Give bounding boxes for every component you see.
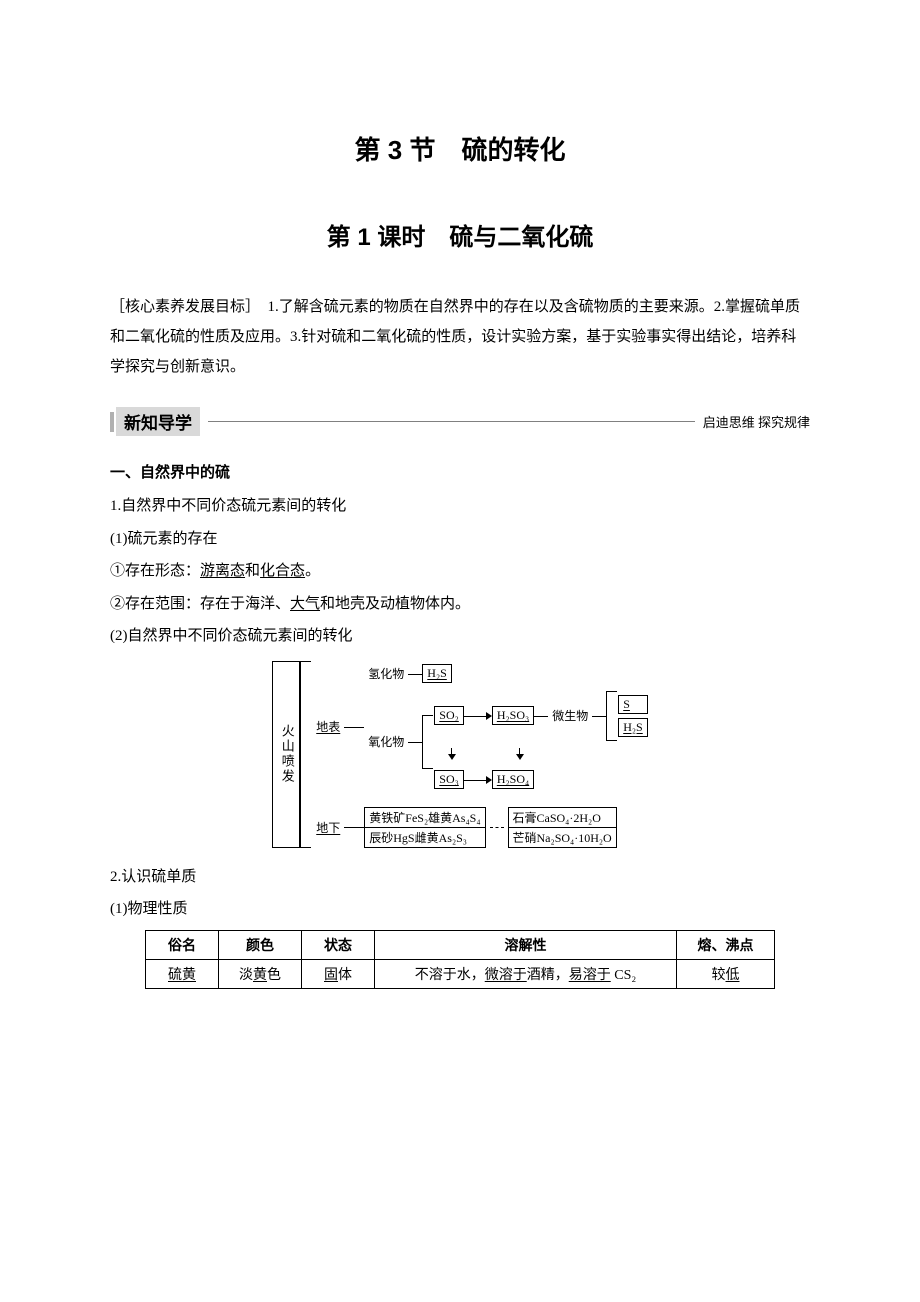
connector <box>344 826 364 828</box>
th-color: 颜色 <box>219 930 302 959</box>
dashed-connector <box>490 826 504 828</box>
th-mp-bp: 熔、沸点 <box>677 930 775 959</box>
text: 较 <box>712 968 726 983</box>
label-surface: 地表 <box>312 718 344 735</box>
text: ②存在范围：存在于海洋、 <box>110 596 290 612</box>
bar-line <box>208 421 695 422</box>
box-gypsum: 石膏CaSO₄·2H₂O <box>508 807 617 827</box>
text: 。 <box>305 563 320 579</box>
text: 体 <box>338 968 352 983</box>
text: 不溶于水， <box>415 968 485 983</box>
left-bracket <box>300 661 312 848</box>
blank-yellow: 黄 <box>253 968 267 983</box>
label-underground: 地下 <box>312 819 344 836</box>
connector <box>408 673 422 675</box>
section-title: 第 3 节 硫的转化 <box>110 130 810 167</box>
table-row: 硫黄 淡黄色 固体 不溶于水，微溶于酒精，易溶于 CS₂ 较低 <box>146 959 775 988</box>
text: ①存在形态： <box>110 563 200 579</box>
blank-low: 低 <box>726 968 740 983</box>
text: 和 <box>245 563 260 579</box>
cell-name: 硫黄 <box>146 959 219 988</box>
box-so3: SO₃ <box>434 770 464 789</box>
bar-tick <box>110 412 114 432</box>
conversion-diagram: 火山喷发 地表 氢化物 H₂S <box>110 661 810 848</box>
text: 酒精， <box>527 968 569 983</box>
bar-label: 新知导学 <box>116 407 200 436</box>
blank-slightly: 微溶于 <box>485 968 527 983</box>
label-microbe: 微生物 <box>548 707 592 724</box>
blank-combined: 化合态 <box>260 563 305 579</box>
text: 和地壳及动植物体内。 <box>320 596 470 612</box>
cell-color: 淡黄色 <box>219 959 302 988</box>
item-1-1: (1)硫元素的存在 <box>110 525 810 554</box>
text: 色 <box>267 968 281 983</box>
lesson-title: 第 1 课时 硫与二氧化硫 <box>110 217 810 252</box>
blank-easily: 易溶于 <box>569 968 611 983</box>
item-range: ②存在范围：存在于海洋、大气和地壳及动植物体内。 <box>110 590 810 619</box>
right-bracket-l <box>606 691 618 741</box>
label-oxide: 氧化物 <box>364 733 408 750</box>
connector <box>344 726 364 728</box>
heading-1: 一、自然界中的硫 <box>110 461 810 482</box>
item-2-1: (1)物理性质 <box>110 895 810 924</box>
item-form: ①存在形态：游离态和化合态。 <box>110 557 810 586</box>
section-divider: 新知导学 启迪思维 探究规律 <box>110 407 810 436</box>
connector <box>592 715 606 717</box>
th-name: 俗名 <box>146 930 219 959</box>
cell-solubility: 不溶于水，微溶于酒精，易溶于 CS₂ <box>375 959 677 988</box>
box-minerals-2: 辰砂HgS雌黄As₂S₃ <box>364 827 485 848</box>
item-1-2: (2)自然界中不同价态硫元素间的转化 <box>110 622 810 651</box>
connector <box>534 715 548 717</box>
box-h2s: H₂S <box>422 664 452 683</box>
box-so2: SO₂ <box>434 706 464 725</box>
blank-atmosphere: 大气 <box>290 596 320 612</box>
volcano-box: 火山喷发 <box>272 661 300 848</box>
table-header-row: 俗名 颜色 状态 溶解性 熔、沸点 <box>146 930 775 959</box>
box-mirabilite: 芒硝Na₂SO₄·10H₂O <box>508 827 617 848</box>
text: CS₂ <box>611 968 637 983</box>
blank-free: 游离态 <box>200 563 245 579</box>
arrow-right-icon <box>464 776 492 784</box>
box-minerals-1: 黄铁矿FeS₂雄黄As₄S₄ <box>364 807 485 827</box>
physical-properties-table: 俗名 颜色 状态 溶解性 熔、沸点 硫黄 淡黄色 固体 不溶于水，微溶于酒精，易… <box>145 930 775 989</box>
arrow-down-icon <box>448 748 456 760</box>
th-solubility: 溶解性 <box>375 930 677 959</box>
cell-state: 固体 <box>302 959 375 988</box>
box-h2s-r: H₂S <box>618 718 648 737</box>
text: 淡 <box>239 968 253 983</box>
volcano-text: 火山喷发 <box>278 724 295 784</box>
blank-solid: 固 <box>324 968 338 983</box>
blank-sulfur-name: 硫黄 <box>168 968 196 983</box>
th-state: 状态 <box>302 930 375 959</box>
cell-mp-bp: 较低 <box>677 959 775 988</box>
bar-tail: 启迪思维 探究规律 <box>703 412 810 431</box>
item-2: 2.认识硫单质 <box>110 863 810 892</box>
objectives-text: ［核心素养发展目标］ 1.了解含硫元素的物质在自然界中的存在以及含硫物质的主要来… <box>110 292 810 382</box>
label-hydride: 氢化物 <box>364 665 408 682</box>
arrow-right-icon <box>464 712 492 720</box>
arrow-down-icon <box>516 748 524 760</box>
oxide-bracket <box>422 715 434 769</box>
box-h2so4: H₂SO₄ <box>492 770 534 789</box>
connector <box>408 741 422 743</box>
box-s: S <box>618 695 648 714</box>
item-1: 1.自然界中不同价态硫元素间的转化 <box>110 492 810 521</box>
box-h2so3: H₂SO₃ <box>492 706 534 725</box>
